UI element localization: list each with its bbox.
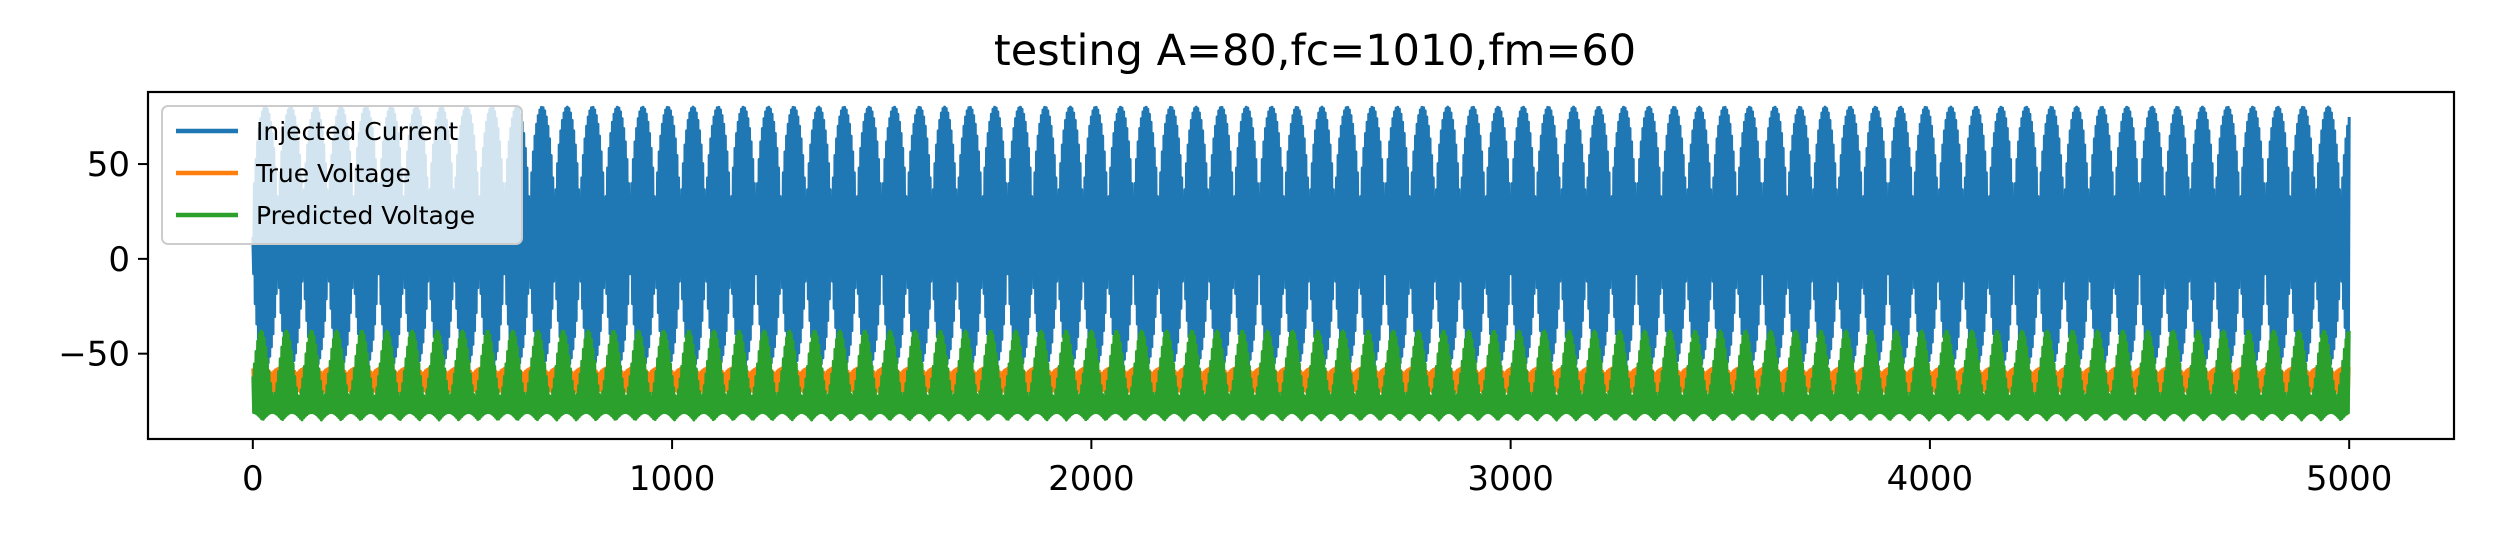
plot-frame — [146, 90, 2456, 441]
x-tick-label: 2000 — [1048, 459, 1135, 499]
series-line-injected-current — [251, 105, 2351, 369]
legend-label-predicted-voltage: Predicted Voltage — [256, 201, 475, 230]
y-tick-label: 0 — [108, 240, 130, 280]
legend: Injected Current True Voltage Predicted … — [161, 105, 523, 245]
legend-box — [161, 105, 523, 245]
x-tick-label: 0 — [242, 459, 264, 499]
legend-label-true-voltage: True Voltage — [255, 159, 411, 188]
y-tick-label: −50 — [58, 335, 130, 375]
chart-title: testing A=80,fc=1010,fm=60 — [994, 26, 1636, 76]
series-line-predicted-voltage — [251, 329, 2351, 422]
x-tick-label: 4000 — [1887, 459, 1974, 499]
y-axis: −50 0 50 — [58, 145, 148, 375]
series-layer — [251, 105, 2351, 422]
x-tick-label: 3000 — [1467, 459, 1554, 499]
legend-label-injected-current: Injected Current — [256, 117, 458, 146]
x-tick-label: 5000 — [2306, 459, 2393, 499]
x-axis: 0 1000 2000 3000 4000 5000 — [242, 439, 2392, 499]
y-tick-label: 50 — [87, 145, 130, 185]
x-tick-label: 1000 — [629, 459, 716, 499]
